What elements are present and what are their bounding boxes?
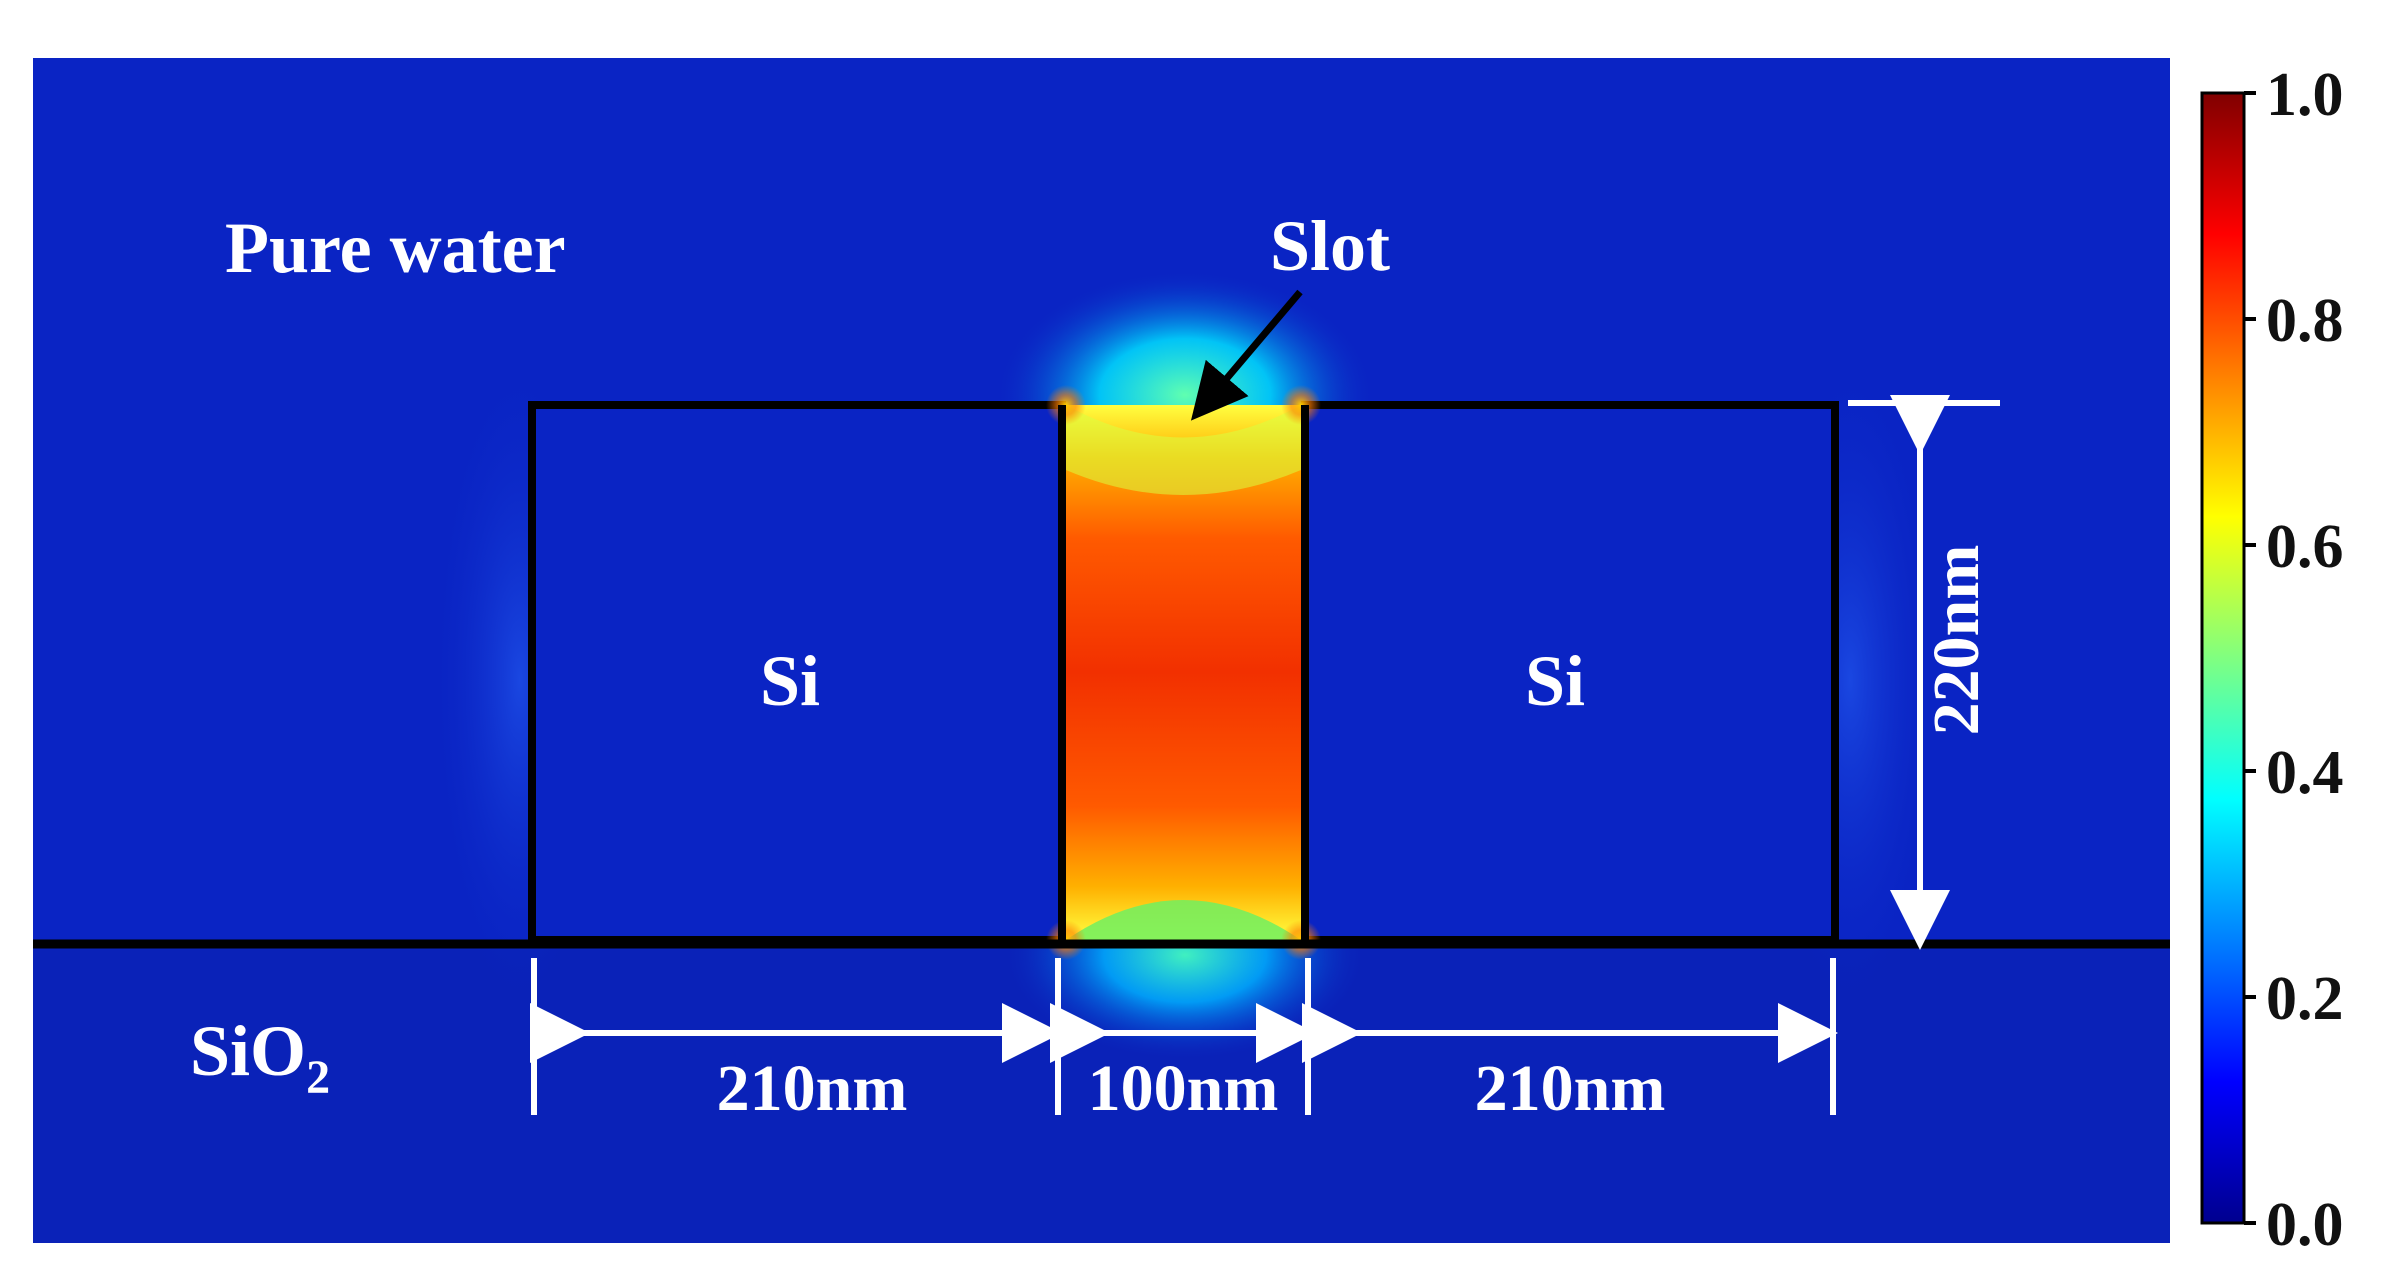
colorbar-tick-label: 0.6 xyxy=(2266,513,2344,581)
dim-label-slot: 100nm xyxy=(1088,1052,1279,1125)
height-dimension xyxy=(1848,395,2000,950)
dim-label-height: 220nm xyxy=(1920,545,1993,736)
si-rail-left xyxy=(528,401,1066,944)
slot-label: Slot xyxy=(1270,206,1390,286)
colorbar-gradient xyxy=(2200,91,2246,1225)
colorbar-tick-label: 0.4 xyxy=(2266,739,2344,807)
width-dimensions xyxy=(530,958,1838,1115)
pure-water-label: Pure water xyxy=(225,208,566,288)
si-left-label: Si xyxy=(760,641,820,721)
sio2-label: SiO2 xyxy=(190,1011,330,1104)
slot-bottom-meniscus xyxy=(1066,900,1301,940)
colorbar: 1.0 0.8 0.6 0.4 0.2 0.0 xyxy=(2200,61,2344,1259)
colorbar-tick-label: 0.8 xyxy=(2266,287,2344,355)
colorbar-tick-label: 1.0 xyxy=(2266,61,2344,129)
colorbar-tick-label: 0.2 xyxy=(2266,965,2344,1033)
slot-pointer-arrow xyxy=(1190,289,1303,421)
slot-top-meniscus xyxy=(1066,405,1301,495)
si-right-label: Si xyxy=(1525,641,1585,721)
dim-label-left: 210nm xyxy=(717,1052,908,1125)
colorbar-ticks: 1.0 0.8 0.6 0.4 0.2 0.0 xyxy=(2244,61,2344,1259)
colorbar-tick-label: 0.0 xyxy=(2266,1191,2344,1259)
dim-label-right: 210nm xyxy=(1475,1052,1666,1125)
